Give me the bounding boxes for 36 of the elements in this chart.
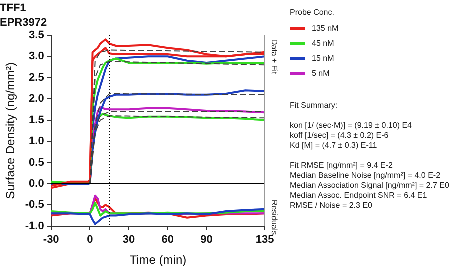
text: Fit Summary: xyxy=(290,101,339,111)
y-tick-label: -1.0 xyxy=(25,220,44,232)
chart-subtitle: EPR3972 xyxy=(0,16,48,29)
y-tick-label: 3.5 xyxy=(29,29,44,42)
legend-label: 5 nM xyxy=(312,68,330,78)
y-tick-label: -0.5 xyxy=(25,199,44,212)
text: Data + Fit xyxy=(270,39,279,76)
x-tick-label: 30 xyxy=(122,234,136,246)
text: RMSE / Noise = 2.3 E0 xyxy=(290,201,374,211)
legend-title: Probe Conc. xyxy=(290,8,336,18)
y-tick-label: 0.5 xyxy=(29,156,44,169)
x-tick-label: 60 xyxy=(162,234,174,246)
text: Kd [M] = (4.7 ± 0.3) E-11 xyxy=(290,141,378,151)
legend-label: 135 nM xyxy=(312,24,339,34)
y-tick-label: 1.0 xyxy=(29,136,44,148)
x-tick-label: -30 xyxy=(43,234,60,246)
y-tick-label: 2.5 xyxy=(29,72,44,84)
y-tick-label: 0.0 xyxy=(29,178,44,190)
text: Median Assoc. Endpoint SNR = 6.4 E1 xyxy=(290,191,428,201)
y-axis-title: Surface Density (ng/mm²) xyxy=(4,62,18,200)
y-tick-label: 2.0 xyxy=(29,93,44,106)
x-tick-label: 135 xyxy=(256,234,274,246)
legend-label: 15 nM xyxy=(312,54,334,64)
text: Residuals xyxy=(270,200,279,236)
text: Fit RMSE [ng/mm²] = 9.4 E-2 xyxy=(290,161,394,171)
text: Median Association Signal [ng/mm²] = 2.7 E0 xyxy=(290,181,450,191)
text: koff [1/sec] = (4.3 ± 0.2) E-6 xyxy=(290,131,390,141)
chart-title: TFF1 xyxy=(0,2,26,15)
x-tick-label: 90 xyxy=(200,234,213,246)
text: Median Baseline Noise [ng/mm²] = 4.0 E-2 xyxy=(290,171,442,181)
y-tick-label: 1.5 xyxy=(29,114,44,126)
x-axis-title: Time (min) xyxy=(130,253,187,268)
text: kon [1/ (sec·M)] = (9.19 ± 0.10) E4 xyxy=(290,121,413,131)
y-tick-label: 3.0 xyxy=(29,50,44,63)
x-tick-label: 0 xyxy=(87,234,94,246)
legend-label: 45 nM xyxy=(312,38,334,48)
